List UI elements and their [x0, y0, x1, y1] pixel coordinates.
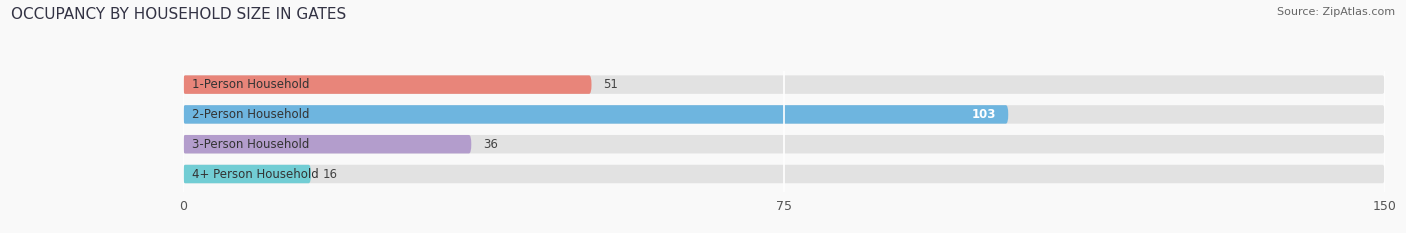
Text: 2-Person Household: 2-Person Household [193, 108, 309, 121]
FancyBboxPatch shape [183, 75, 1385, 94]
Text: 3-Person Household: 3-Person Household [193, 138, 309, 151]
FancyBboxPatch shape [183, 105, 1385, 124]
Text: 1-Person Household: 1-Person Household [193, 78, 309, 91]
FancyBboxPatch shape [183, 165, 1385, 183]
Text: 36: 36 [484, 138, 498, 151]
Text: 51: 51 [603, 78, 619, 91]
Text: 4+ Person Household: 4+ Person Household [193, 168, 319, 181]
Text: Source: ZipAtlas.com: Source: ZipAtlas.com [1277, 7, 1395, 17]
FancyBboxPatch shape [183, 135, 1385, 154]
Text: 16: 16 [323, 168, 337, 181]
FancyBboxPatch shape [183, 135, 471, 154]
FancyBboxPatch shape [183, 105, 1008, 124]
FancyBboxPatch shape [183, 75, 592, 94]
Text: 103: 103 [972, 108, 997, 121]
FancyBboxPatch shape [183, 165, 311, 183]
Text: OCCUPANCY BY HOUSEHOLD SIZE IN GATES: OCCUPANCY BY HOUSEHOLD SIZE IN GATES [11, 7, 346, 22]
